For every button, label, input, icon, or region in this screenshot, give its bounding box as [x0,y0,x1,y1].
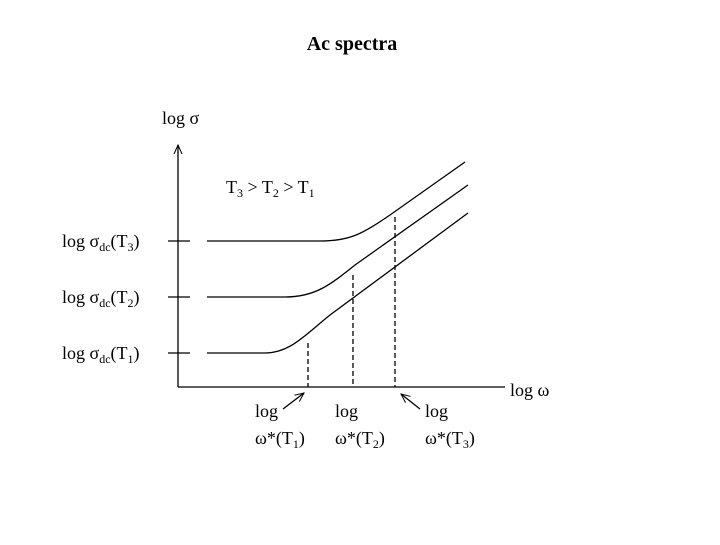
text-piece: ω*(T [255,428,293,449]
subscript: 1 [128,352,134,366]
diagram-lines [168,145,505,410]
curve [207,161,466,242]
title: Ac spectra [307,33,398,55]
dc-level-label: log σdc(T2) [62,287,140,310]
text-piece: log σ [62,231,100,251]
subscript: 2 [128,296,134,310]
crossover-label: ω*(T2) [335,428,385,451]
text-piece: > T [243,177,273,197]
crossover-label: log [425,401,448,421]
text-piece: T [226,177,237,197]
curve [207,184,469,298]
subscript: 3 [128,240,134,254]
pointer-arrow [282,393,304,410]
subscript: dc [99,296,110,310]
dc-level-label: log σdc(T1) [62,343,140,366]
y-axis-label: log σ [162,108,200,128]
text-piece: ) [299,428,305,449]
subscript: 1 [309,186,315,200]
text-piece: ) [379,428,385,449]
text-piece: (T [111,231,128,252]
subscript: 2 [273,186,279,200]
text-piece: log [425,401,448,421]
subscript: 3 [237,186,243,200]
subscript: dc [99,352,110,366]
crossover-label: log [255,401,278,421]
subscript: dc [99,240,110,254]
text-piece: log [335,401,358,421]
text-piece: (T [111,343,128,364]
text-piece: ) [134,287,140,308]
crossover-label: ω*(T3) [425,428,475,451]
x-axis-label: log ω [510,380,550,400]
crossover-label: ω*(T1) [255,428,305,451]
dc-level-label: log σdc(T3) [62,231,140,254]
text-piece: ) [134,343,140,364]
text-piece: ) [134,231,140,252]
crossover-label: log [335,401,358,421]
text-piece: (T [111,287,128,308]
text-piece: ω*(T [425,428,463,449]
subscript: 2 [373,437,379,451]
pointer-arrow [401,394,421,410]
text-piece: log [255,401,278,421]
condition-label: T3 > T2 > T1 [226,177,315,200]
text-piece: ω*(T [335,428,373,449]
curve [207,212,469,354]
text-piece: log σ [62,287,100,307]
subscript: 1 [293,437,299,451]
subscript: 3 [463,437,469,451]
text-piece: log σ [62,343,100,363]
text-piece: ) [469,428,475,449]
text-piece: > T [279,177,309,197]
